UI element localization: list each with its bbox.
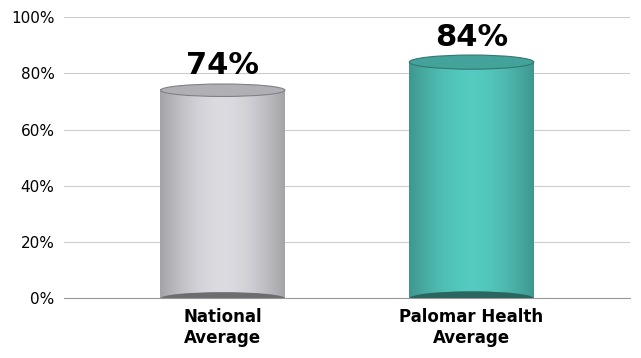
- Ellipse shape: [410, 291, 534, 305]
- Text: 84%: 84%: [435, 23, 508, 52]
- Ellipse shape: [160, 292, 285, 305]
- Ellipse shape: [410, 55, 534, 69]
- Ellipse shape: [160, 84, 285, 97]
- Text: 74%: 74%: [186, 52, 259, 81]
